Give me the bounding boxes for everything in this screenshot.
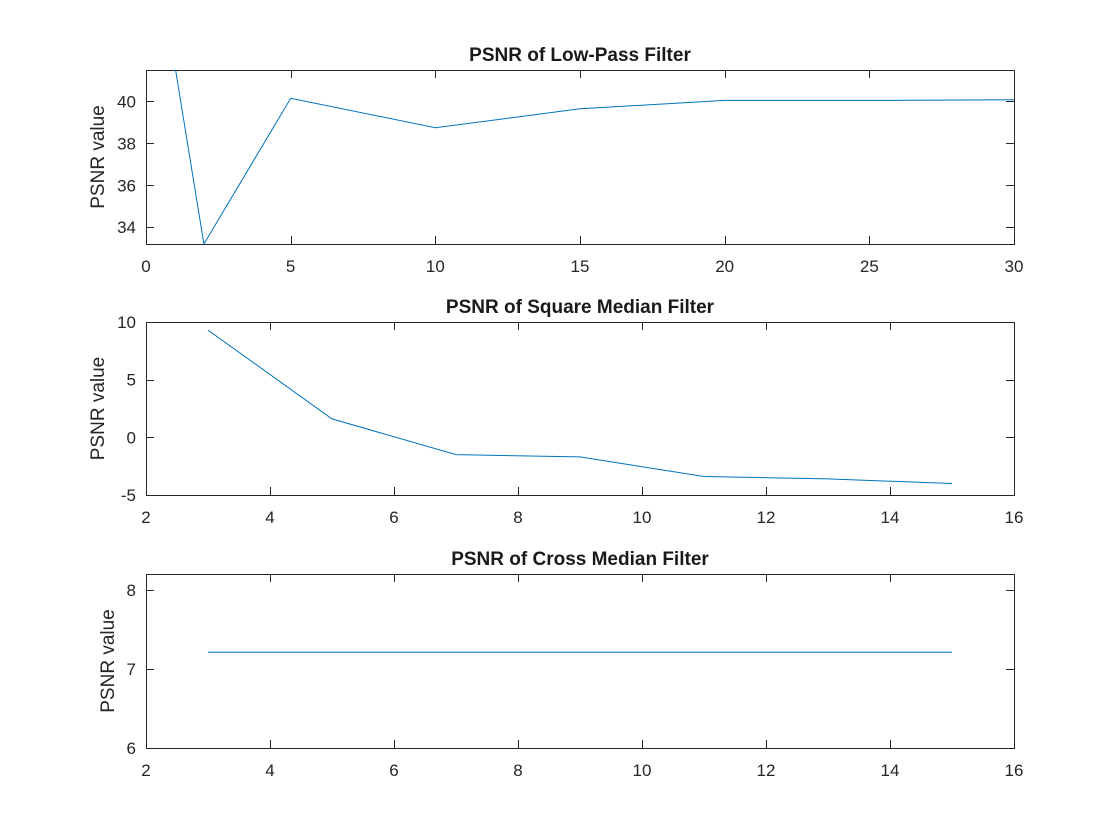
low-pass-title: PSNR of Low-Pass Filter (469, 45, 691, 66)
cross-median-xtick-label: 8 (513, 761, 522, 780)
cross-median-xtick-label: 10 (633, 761, 652, 780)
square-median-xtick-label: 6 (389, 508, 398, 527)
low-pass-xtick-label: 15 (571, 257, 590, 276)
cross-median-ytick-label: 8 (127, 581, 136, 600)
square-median-title: PSNR of Square Median Filter (446, 297, 715, 318)
square-median-xtick-label: 8 (513, 508, 522, 527)
square-median-chart: PSNR of Square Median Filter PSNR value 2 4… (88, 297, 1023, 527)
square-median-ytick-label: 5 (127, 371, 136, 390)
cross-median-xtick-label: 4 (265, 761, 274, 780)
cross-median-xtick-label: 16 (1005, 761, 1024, 780)
cross-median-ytick-label: 6 (127, 739, 136, 758)
low-pass-xtick-label: 25 (860, 257, 879, 276)
low-pass-xtick-label: 10 (426, 257, 445, 276)
low-pass-ytick-label: 38 (117, 134, 136, 153)
square-median-ytick-label: 0 (127, 428, 136, 447)
low-pass-ytick-label: 40 (117, 92, 136, 111)
square-median-series-line (207, 329, 953, 484)
low-pass-xtick-label: 0 (141, 257, 150, 276)
cross-median-xtick-label: 2 (141, 761, 150, 780)
square-median-xtick-label: 14 (881, 508, 900, 527)
square-median-xtick-label: 10 (633, 508, 652, 527)
low-pass-ytick-label: 34 (117, 218, 136, 237)
square-median-axes-box (146, 322, 1015, 496)
square-median-xtick-label: 2 (141, 508, 150, 527)
low-pass-xtick-label: 20 (715, 257, 734, 276)
cross-median-axes-box (146, 574, 1015, 749)
cross-median-ylabel: PSNR value (98, 609, 119, 713)
low-pass-chart: PSNR of Low-Pass Filter PSNR value 0 5 10 15 2… (88, 45, 1023, 276)
square-median-ylabel: PSNR value (88, 357, 109, 461)
square-median-xtick-label: 4 (265, 508, 274, 527)
low-pass-ylabel: PSNR value (88, 105, 109, 209)
square-median-ytick-label: 10 (117, 313, 136, 332)
low-pass-series-line (175, 70, 1014, 244)
cross-median-xtick-label: 6 (389, 761, 398, 780)
low-pass-ytick-label: 36 (117, 176, 136, 195)
cross-median-chart: PSNR of Cross Median Filter PSNR value 2 4 6… (98, 549, 1023, 780)
cross-median-ytick-label: 7 (127, 660, 136, 679)
square-median-xtick-label: 16 (1005, 508, 1024, 527)
low-pass-axes-box (146, 70, 1015, 245)
square-median-ytick-label: -5 (121, 486, 136, 505)
cross-median-title: PSNR of Cross Median Filter (451, 549, 709, 570)
square-median-xtick-label: 12 (757, 508, 776, 527)
low-pass-xtick-label: 5 (286, 257, 295, 276)
cross-median-xtick-label: 12 (757, 761, 776, 780)
low-pass-xtick-label: 30 (1005, 257, 1024, 276)
cross-median-xtick-label: 14 (881, 761, 900, 780)
